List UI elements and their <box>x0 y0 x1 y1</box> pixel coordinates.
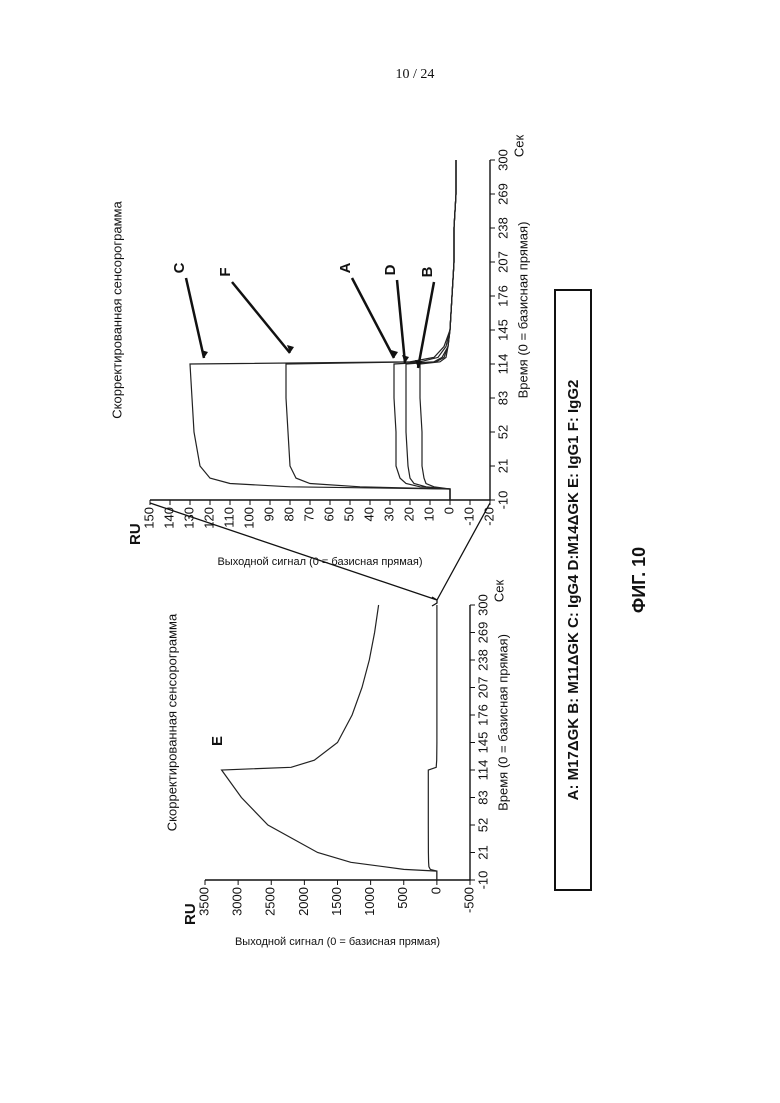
y-tick-label: 140 <box>161 507 176 529</box>
y-tick-label: 40 <box>361 507 376 521</box>
series-label: D <box>382 264 399 275</box>
y-tick-label: 0 <box>441 507 456 514</box>
x-tick-label: 21 <box>475 845 490 859</box>
y-unit: RU <box>182 903 199 925</box>
y-tick-label: 100 <box>241 507 256 529</box>
y-axis-label: Выходной сигнал (0 = базисная прямая) <box>217 556 422 568</box>
y-tick-label: 2000 <box>296 887 311 916</box>
x-tick-label: 52 <box>475 818 490 832</box>
x-tick-label: 207 <box>475 677 490 699</box>
annotation-arrow <box>232 282 290 353</box>
axes <box>150 160 490 500</box>
x-unit: Сек <box>491 580 506 603</box>
annotation-arrow <box>397 280 405 363</box>
y-tick-label: 20 <box>401 507 416 521</box>
y-tick-label: 3000 <box>230 887 245 916</box>
y-tick-label: 50 <box>341 507 356 521</box>
page-number: 10 / 24 <box>396 67 435 82</box>
x-tick-label: 52 <box>495 425 510 439</box>
x-tick-label: 269 <box>475 622 490 644</box>
x-tick-label: 300 <box>475 594 490 616</box>
y-tick-label: 90 <box>261 507 276 521</box>
x-axis-label: Время (0 = базисная прямая) <box>495 634 510 811</box>
y-tick-label: -10 <box>461 507 476 526</box>
x-tick-label: -10 <box>475 871 490 890</box>
y-tick-label: 1000 <box>362 887 377 916</box>
legend-text: A: M17ΔGK B: M11ΔGK C: IgG4 D:M14ΔGK E: … <box>565 380 582 801</box>
annotation-arrow <box>352 278 394 358</box>
y-tick-label: -20 <box>481 507 496 526</box>
figure: A: M17ΔGK B: M11ΔGK C: IgG4 D:M14ΔGK E: … <box>109 135 648 948</box>
y-tick-label: 30 <box>381 507 396 521</box>
series-line <box>428 605 437 880</box>
y-tick-label: 70 <box>301 507 316 521</box>
x-tick-label: 21 <box>495 459 510 473</box>
y-tick-label: 80 <box>281 507 296 521</box>
x-unit: Сек <box>511 135 526 158</box>
x-tick-label: 114 <box>495 354 510 375</box>
x-tick-label: 83 <box>495 391 510 405</box>
series-line <box>406 160 456 500</box>
y-tick-label: 60 <box>321 507 336 521</box>
x-tick-label: 238 <box>475 649 490 671</box>
y-tick-label: 1500 <box>329 887 344 916</box>
annotation-arrow <box>418 282 434 368</box>
x-axis-label: Время (0 = базисная прямая) <box>515 222 530 399</box>
y-tick-label: 2500 <box>263 887 278 916</box>
series-label: B <box>419 266 436 277</box>
x-tick-label: 269 <box>495 183 510 205</box>
y-tick-label: 110 <box>221 507 236 528</box>
series-line <box>286 160 456 500</box>
figure-label: ФИГ. 10 <box>629 547 649 613</box>
series-label: E <box>209 736 226 746</box>
chart-title: Скорректированная сенсорограмма <box>164 613 179 831</box>
x-tick-label: 114 <box>475 760 490 781</box>
y-unit: RU <box>127 523 144 545</box>
series-line <box>190 160 456 500</box>
y-tick-label: 10 <box>421 507 436 521</box>
series-line <box>222 605 437 880</box>
y-tick-label: 0 <box>428 887 443 894</box>
page: 10 / 24 A: M17ΔGK B: M11ΔGK C: IgG4 D:M1… <box>0 0 780 1103</box>
y-tick-label: -500 <box>461 887 476 913</box>
x-tick-label: -10 <box>495 491 510 510</box>
series-label: A <box>337 262 354 273</box>
y-tick-label: 130 <box>181 507 196 529</box>
x-tick-label: 83 <box>475 790 490 804</box>
annotation-arrow <box>186 278 204 358</box>
x-tick-label: 176 <box>495 285 510 307</box>
x-tick-label: 145 <box>475 732 490 754</box>
series-label: C <box>171 262 188 273</box>
x-tick-label: 238 <box>495 217 510 239</box>
x-tick-label: 176 <box>475 704 490 726</box>
series-label: F <box>217 267 234 276</box>
y-axis-label: Выходной сигнал (0 = базисная прямая) <box>235 936 440 948</box>
y-tick-label: 120 <box>201 507 216 529</box>
x-tick-label: 300 <box>495 149 510 171</box>
x-tick-label: 207 <box>495 251 510 273</box>
chart-title: Скорректированная сенсорограмма <box>109 201 124 419</box>
y-tick-label: 500 <box>395 887 410 909</box>
x-tick-label: 145 <box>495 319 510 341</box>
